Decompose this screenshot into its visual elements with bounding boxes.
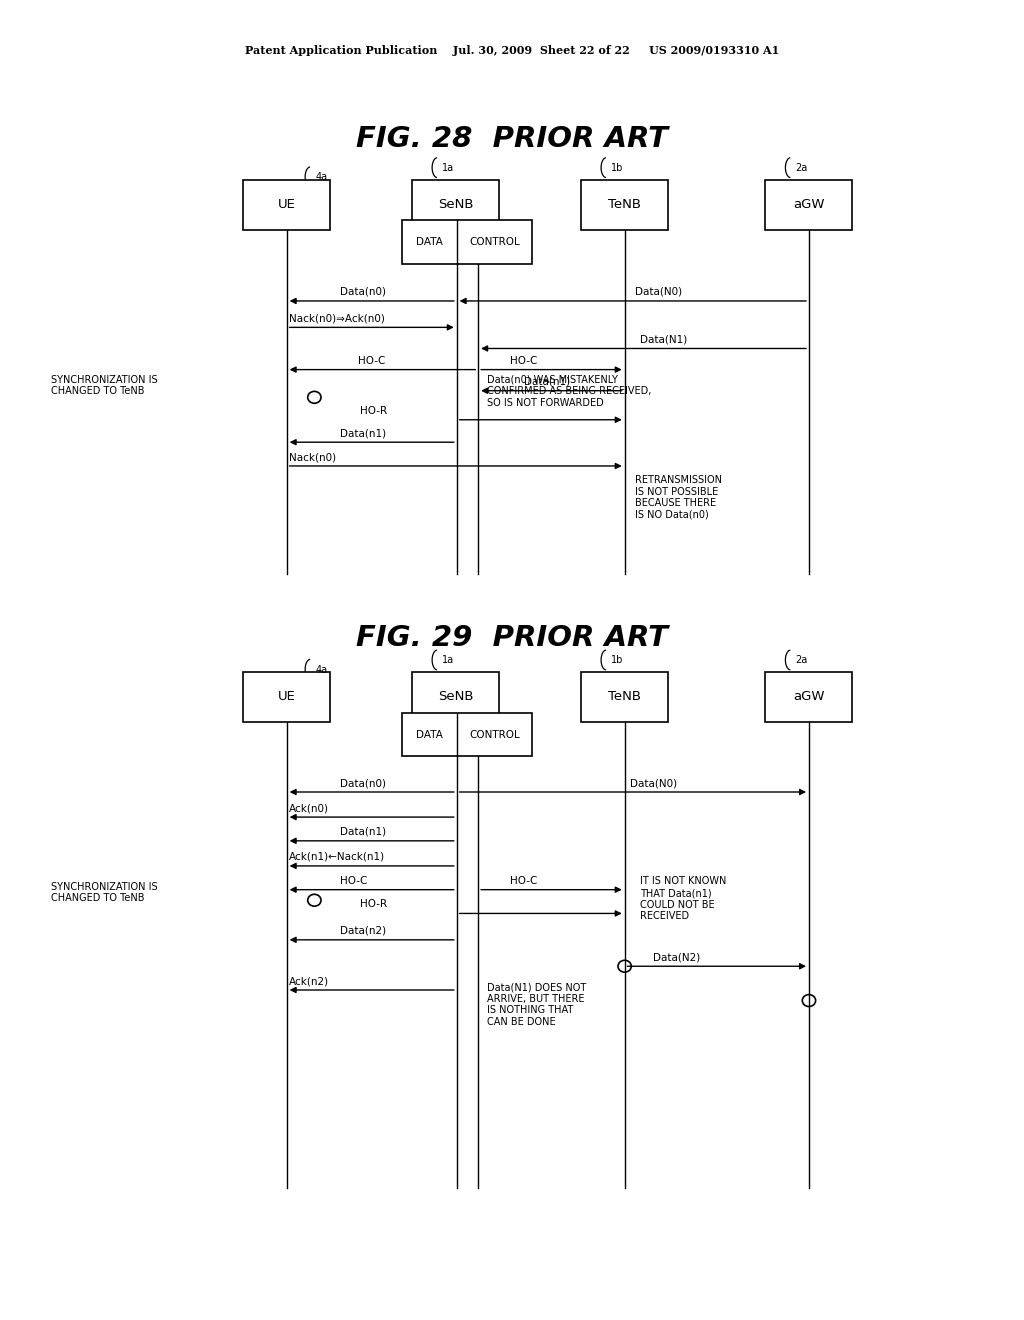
Text: HO-C: HO-C (340, 875, 368, 886)
Text: Patent Application Publication    Jul. 30, 2009  Sheet 22 of 22     US 2009/0193: Patent Application Publication Jul. 30, … (245, 45, 779, 55)
Text: Nack(n0)⇒Ack(n0): Nack(n0)⇒Ack(n0) (289, 313, 385, 323)
Text: Data(N2): Data(N2) (653, 952, 700, 962)
Text: Data(n0): Data(n0) (340, 286, 386, 297)
Text: Ack(n0): Ack(n0) (289, 803, 329, 813)
Text: Data(N1): Data(N1) (640, 334, 687, 345)
Bar (582, 180, 668, 230)
Text: IT IS NOT KNOWN
THAT Data(n1)
COULD NOT BE
RECEIVED: IT IS NOT KNOWN THAT Data(n1) COULD NOT … (640, 876, 726, 921)
Text: SYNCHRONIZATION IS
CHANGED TO TeNB: SYNCHRONIZATION IS CHANGED TO TeNB (51, 375, 158, 396)
Text: DATA: DATA (416, 238, 443, 247)
Text: SeNB: SeNB (438, 690, 473, 704)
Text: SeNB: SeNB (438, 198, 473, 211)
Bar (402, 220, 532, 264)
Text: Nack(n0): Nack(n0) (289, 451, 336, 462)
Text: TeNB: TeNB (608, 198, 641, 211)
Text: HO-R: HO-R (360, 899, 387, 909)
Text: UE: UE (278, 690, 296, 704)
Text: 1a: 1a (442, 655, 455, 665)
Text: Data(n2): Data(n2) (340, 925, 386, 936)
Text: 2a: 2a (796, 655, 808, 665)
Text: 1b: 1b (611, 655, 624, 665)
Text: 4a: 4a (315, 664, 328, 675)
Text: RETRANSMISSION
IS NOT POSSIBLE
BECAUSE THERE
IS NO Data(n0): RETRANSMISSION IS NOT POSSIBLE BECAUSE T… (635, 475, 722, 520)
Bar (412, 180, 500, 230)
Text: SYNCHRONIZATION IS
CHANGED TO TeNB: SYNCHRONIZATION IS CHANGED TO TeNB (51, 882, 158, 903)
Text: FIG. 29  PRIOR ART: FIG. 29 PRIOR ART (356, 623, 668, 652)
Text: HO-C: HO-C (510, 875, 538, 886)
Text: Data(N1) DOES NOT
ARRIVE, BUT THERE
IS NOTHING THAT
CAN BE DONE: Data(N1) DOES NOT ARRIVE, BUT THERE IS N… (487, 982, 587, 1027)
Text: Data(n1): Data(n1) (340, 428, 386, 438)
Text: HO-C: HO-C (510, 355, 538, 366)
Text: 4a: 4a (315, 172, 328, 182)
Text: Data(N0): Data(N0) (635, 286, 682, 297)
Bar (582, 672, 668, 722)
Text: DATA: DATA (416, 730, 443, 739)
Text: CONTROL: CONTROL (469, 730, 520, 739)
Text: FIG. 28  PRIOR ART: FIG. 28 PRIOR ART (356, 124, 668, 153)
Bar (244, 180, 330, 230)
Text: 1a: 1a (442, 162, 455, 173)
Text: Ack(n2): Ack(n2) (289, 975, 329, 986)
Text: aGW: aGW (794, 198, 824, 211)
Text: aGW: aGW (794, 690, 824, 704)
Text: TeNB: TeNB (608, 690, 641, 704)
Bar (412, 672, 500, 722)
Bar (402, 713, 532, 756)
Text: Data(n1): Data(n1) (340, 826, 386, 837)
Text: HO-R: HO-R (360, 405, 387, 416)
Text: 1b: 1b (611, 162, 624, 173)
Bar (766, 180, 852, 230)
Text: HO-C: HO-C (358, 355, 386, 366)
Text: Data(n0): Data(n0) (340, 777, 386, 788)
Text: 2a: 2a (796, 162, 808, 173)
Bar (766, 672, 852, 722)
Text: Data(n0) WAS MISTAKENLY
CONFIRMED AS BEING RECEIVED,
SO IS NOT FORWARDED: Data(n0) WAS MISTAKENLY CONFIRMED AS BEI… (487, 375, 652, 408)
Text: Data(n1): Data(n1) (524, 376, 570, 387)
Text: UE: UE (278, 198, 296, 211)
Text: Data(N0): Data(N0) (630, 777, 677, 788)
Bar (244, 672, 330, 722)
Text: CONTROL: CONTROL (469, 238, 520, 247)
Text: Ack(n1)←Nack(n1): Ack(n1)←Nack(n1) (289, 851, 385, 862)
